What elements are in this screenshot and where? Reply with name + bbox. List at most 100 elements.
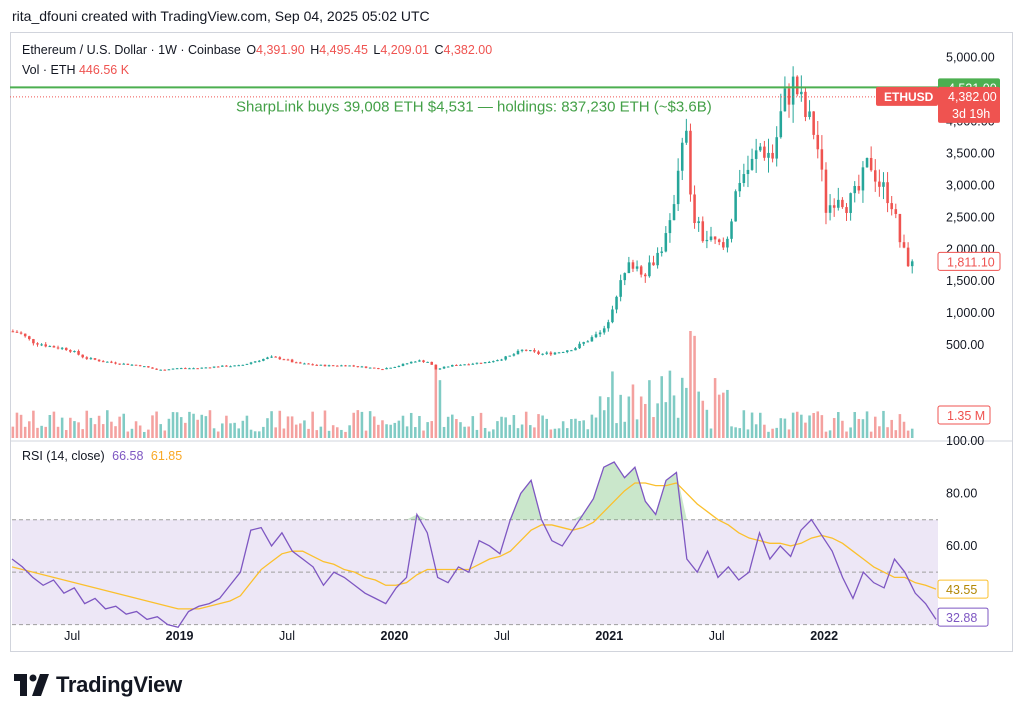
candle-body [549, 352, 553, 355]
high-label: H [310, 43, 320, 57]
volume-bar [245, 415, 249, 438]
candle-body [590, 337, 594, 342]
candle-body [93, 358, 97, 360]
volume-bar [553, 428, 557, 438]
candle-body [151, 367, 154, 369]
candle-body [216, 366, 220, 368]
rsi-legend: RSI (14, close) 66.58 61.85 [22, 449, 182, 463]
volume-bar [229, 423, 232, 438]
volume-bar [89, 417, 93, 438]
candle-body [902, 242, 906, 248]
candle-body [270, 356, 273, 358]
candle-body [849, 193, 852, 213]
candle-body [660, 251, 663, 253]
candle-body [303, 363, 306, 365]
candle-body [274, 356, 277, 358]
volume-bar [200, 414, 204, 438]
volume-bar [360, 411, 364, 438]
candle-body [204, 367, 208, 369]
candle-body [331, 365, 335, 367]
candle-body [800, 91, 803, 95]
candle-body [578, 343, 581, 349]
volume-bar [697, 391, 700, 438]
candle-body [344, 365, 347, 367]
volume-bar [110, 421, 113, 438]
volume-bar [639, 396, 643, 438]
candle-body [635, 266, 639, 269]
low-value: 4,209.01 [380, 43, 430, 57]
volume-bar [565, 428, 569, 438]
volume-bar [471, 416, 475, 438]
volume-bar [257, 431, 261, 438]
volume-bar [97, 415, 101, 438]
volume-bar [763, 424, 766, 438]
volume-bar [857, 418, 861, 438]
volume-bar [804, 422, 807, 438]
candle-body [422, 360, 425, 363]
candle-body [713, 236, 717, 240]
volume-bar [590, 414, 594, 438]
candle-body [672, 204, 676, 221]
volume-bar [742, 410, 746, 438]
volume-bar [266, 418, 269, 438]
candle-body [192, 368, 195, 370]
volume-bar [656, 403, 659, 438]
x-tick-label: 2020 [381, 629, 409, 643]
volume-bar [348, 425, 351, 438]
candle-body [808, 111, 811, 118]
candle-body [828, 205, 832, 213]
candle-body [861, 167, 865, 191]
candle-body [200, 367, 204, 369]
volume-bar [307, 428, 310, 438]
volume-bar [286, 416, 290, 438]
volume-bar [426, 422, 429, 438]
candle-body [56, 347, 60, 349]
candle-body [463, 364, 466, 366]
volume-bar [820, 415, 824, 438]
volume-bar [890, 419, 893, 438]
candle-body [746, 169, 750, 175]
volume-bar [795, 411, 799, 438]
candle-body [340, 365, 343, 367]
candle-body [537, 351, 540, 355]
candle-body [882, 182, 885, 187]
volume-bar [253, 431, 257, 438]
candle-body [299, 362, 302, 364]
volume-bar [652, 417, 655, 438]
volume-bar [800, 414, 803, 438]
volume-bar [216, 431, 220, 438]
candle-body [179, 368, 183, 370]
volume-bar [910, 428, 914, 438]
candle-body [594, 334, 598, 338]
candle-body [508, 355, 512, 357]
candle-body [48, 346, 52, 348]
candle-body [693, 194, 696, 224]
candle-body [475, 362, 479, 364]
candle-body [286, 359, 290, 361]
candle-body [602, 328, 606, 333]
candle-body [307, 363, 310, 365]
rsi-overbought-fill [12, 461, 936, 520]
candle-body [795, 76, 799, 95]
volume-value: 446.56 K [78, 63, 130, 77]
candle-body [11, 331, 15, 333]
candle-body [524, 349, 528, 351]
volume-bar [405, 426, 409, 438]
candle-body [734, 191, 737, 222]
volume-bar [750, 412, 754, 438]
tradingview-logo[interactable]: TradingView [14, 672, 182, 698]
candle-body [787, 88, 791, 105]
volume-bar [631, 384, 635, 438]
volume-bar [824, 431, 828, 438]
close-label: C [434, 43, 444, 57]
volume-bar [459, 422, 462, 438]
candle-body [97, 359, 101, 362]
volume-bar [570, 419, 573, 438]
volume-bar [319, 426, 323, 438]
candle-body [229, 366, 232, 368]
candle-body [249, 362, 253, 364]
volume-bar [894, 430, 898, 438]
volume-bar [672, 395, 676, 438]
volume-bar [126, 431, 130, 438]
